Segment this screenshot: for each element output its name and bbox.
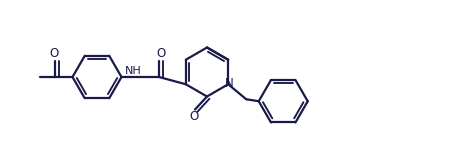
Text: O: O <box>49 47 59 60</box>
Text: O: O <box>156 47 166 60</box>
Text: NH: NH <box>124 66 141 76</box>
Text: N: N <box>226 77 234 90</box>
Text: O: O <box>189 111 198 123</box>
